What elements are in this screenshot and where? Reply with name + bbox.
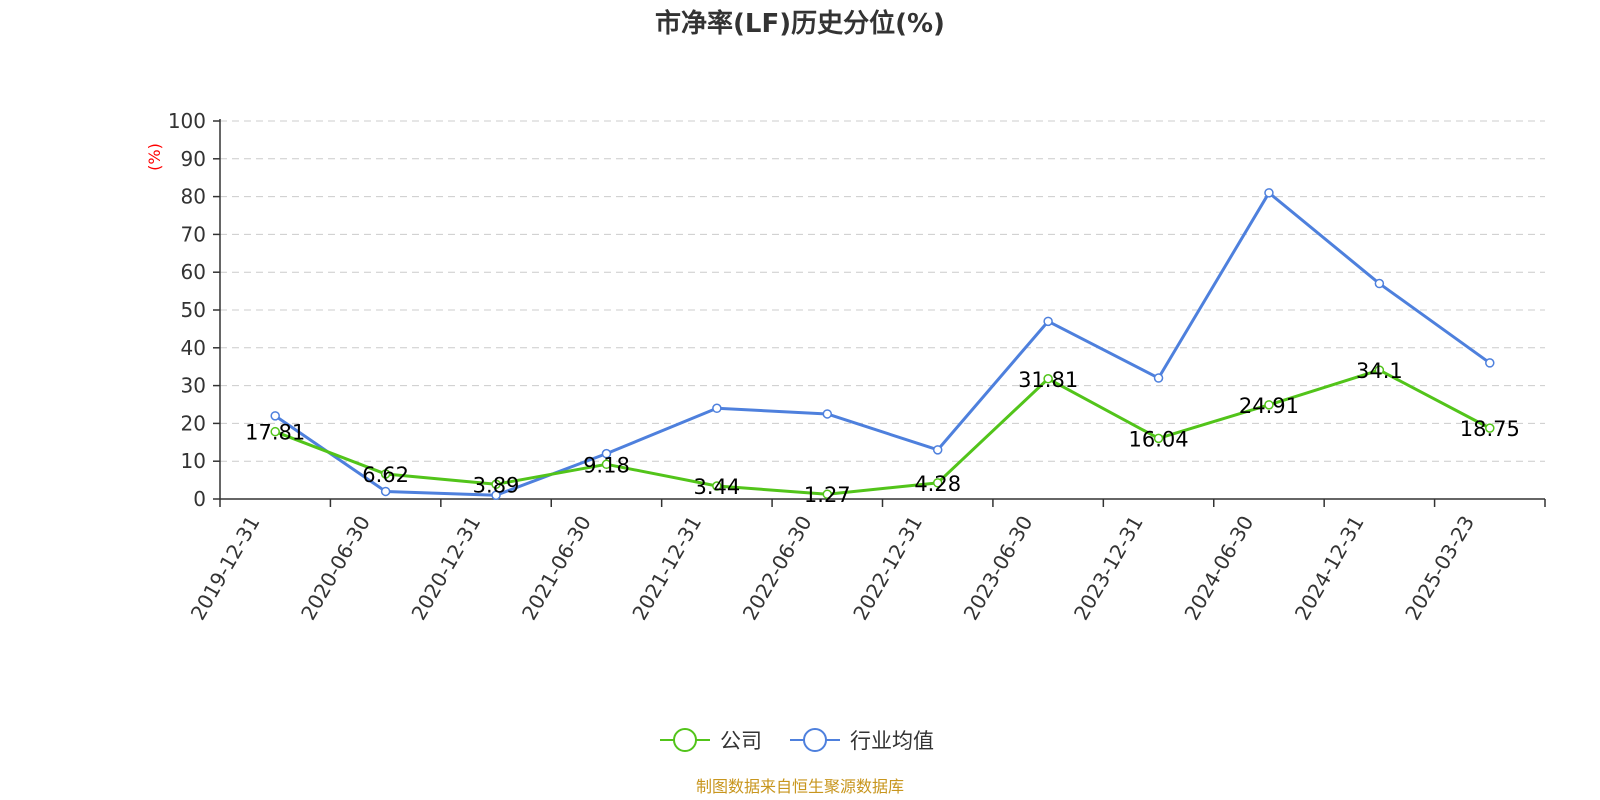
- x-tick-label: 2024-12-31: [1290, 512, 1369, 625]
- data-point[interactable]: [1485, 358, 1495, 368]
- data-point[interactable]: [822, 409, 833, 419]
- legend-label: 公司: [720, 729, 762, 753]
- data-label: 3.89: [473, 473, 520, 497]
- data-point[interactable]: [380, 486, 391, 497]
- x-tick-label: 2023-06-30: [959, 512, 1038, 625]
- legend-swatch-marker: [673, 728, 697, 752]
- data-label: 3.44: [693, 475, 740, 499]
- data-label: 4.28: [914, 472, 961, 496]
- data-point[interactable]: [491, 490, 501, 500]
- x-tick-label: 2022-12-31: [848, 511, 927, 624]
- x-tick-label: 2021-06-30: [517, 512, 596, 625]
- data-point[interactable]: [1485, 423, 1495, 433]
- source-note: 制图数据来自恒生聚源数据库: [696, 777, 904, 796]
- data-point[interactable]: [1043, 374, 1053, 384]
- data-point[interactable]: [712, 403, 722, 414]
- y-axis-unit: (%): [145, 143, 164, 171]
- y-tick-label: 60: [181, 260, 206, 284]
- data-point[interactable]: [380, 469, 391, 479]
- legend-swatch-marker: [803, 728, 827, 752]
- data-label: 17.81: [245, 421, 305, 445]
- data-label: 18.75: [1460, 417, 1520, 441]
- data-label: 16.04: [1128, 427, 1188, 451]
- y-tick-label: 80: [181, 185, 206, 209]
- data-point[interactable]: [1153, 373, 1164, 383]
- data-point[interactable]: [270, 411, 280, 421]
- x-tick-label: 2019-12-31: [186, 512, 265, 625]
- x-tick-label: 2021-12-31: [627, 512, 706, 625]
- data-point[interactable]: [1153, 433, 1164, 444]
- y-tick-label: 70: [181, 222, 206, 246]
- data-point[interactable]: [1374, 278, 1385, 289]
- x-tick-label: 2024-06-30: [1179, 512, 1258, 625]
- legend-item[interactable]: 公司: [660, 728, 762, 753]
- y-tick-label: 100: [168, 109, 206, 133]
- x-tick-label: 2025-03-23: [1400, 512, 1479, 625]
- x-tick-label: 2023-12-31: [1069, 512, 1148, 625]
- y-tick-label: 40: [181, 336, 206, 360]
- x-tick-label: 2020-12-31: [406, 511, 485, 624]
- y-tick-label: 30: [181, 374, 206, 398]
- legend-label: 行业均值: [850, 729, 934, 753]
- data-point[interactable]: [601, 459, 612, 470]
- data-label: 9.18: [583, 453, 630, 477]
- legend[interactable]: 公司 行业均值: [660, 728, 934, 753]
- data-point[interactable]: [1043, 316, 1053, 327]
- series: [270, 188, 1495, 500]
- series-line: [274, 191, 1491, 497]
- data-point[interactable]: [712, 481, 722, 491]
- data-point[interactable]: [1374, 365, 1385, 375]
- data-point[interactable]: [932, 445, 943, 455]
- legend-item[interactable]: 行业均值: [790, 728, 934, 753]
- data-point[interactable]: [270, 426, 280, 437]
- y-tick-label: 20: [181, 411, 206, 435]
- data-labels: 17.81 6.62 3.89 9.18 3.44 1.27 4.28 31.81 16.04 2…: [245, 359, 1520, 507]
- data-label: 34.1: [1356, 359, 1403, 383]
- axes: 0 10 20 30 40 50 60 70 80 90 100 2019-12-31 2020-06-…: [168, 109, 1546, 625]
- y-tick-label: 50: [181, 298, 206, 322]
- data-label: 31.81: [1018, 368, 1078, 392]
- data-point[interactable]: [932, 478, 943, 488]
- data-label: 1.27: [804, 483, 851, 507]
- data-point[interactable]: [601, 448, 612, 459]
- grid: [220, 120, 1545, 462]
- chart-title: 市净率(LF)历史分位(%): [655, 8, 945, 39]
- data-point[interactable]: [1264, 400, 1274, 410]
- data-point[interactable]: [491, 479, 501, 490]
- data-label: 24.91: [1239, 394, 1299, 418]
- x-tick-label: 2020-06-30: [296, 512, 375, 625]
- data-label: 6.62: [362, 463, 409, 487]
- x-tick-label: 2022-06-30: [738, 512, 817, 625]
- data-point[interactable]: [822, 489, 833, 499]
- y-tick-label: 10: [181, 449, 206, 473]
- y-tick-label: 0: [193, 487, 206, 511]
- y-tick-label: 90: [181, 147, 206, 171]
- data-point[interactable]: [1264, 188, 1274, 198]
- series-line: [274, 368, 1491, 496]
